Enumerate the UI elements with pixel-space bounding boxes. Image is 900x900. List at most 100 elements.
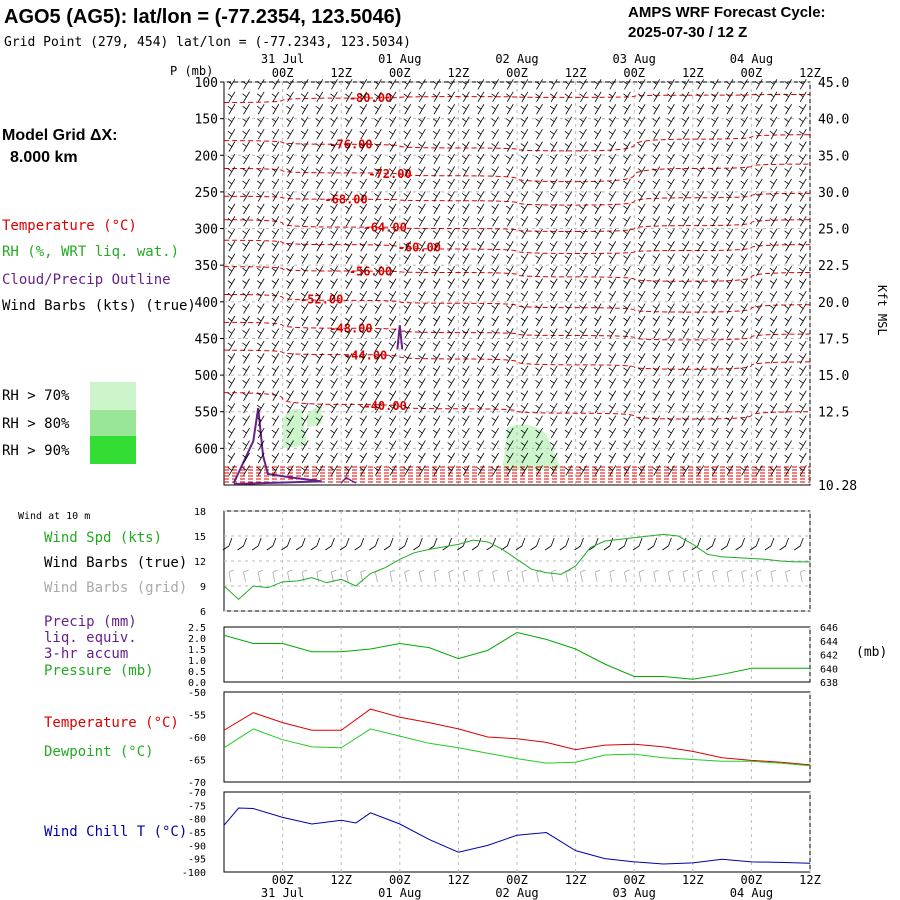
wind-barb: [476, 178, 485, 190]
wind-barb-true: [515, 537, 526, 551]
wind-barb: [711, 415, 719, 426]
wind-barb-grid: [726, 569, 733, 583]
wind-barb: [769, 353, 778, 364]
wind-barb: [535, 465, 543, 476]
wind-barb: [330, 141, 338, 152]
wind-barb: [344, 104, 353, 115]
wind-barb: [755, 340, 763, 352]
wind-barb: [608, 178, 617, 190]
wind-barb: [579, 203, 587, 215]
wind-barb: [447, 228, 455, 240]
pressure-line: [223, 631, 810, 680]
wind-barb-grid: [682, 569, 689, 583]
wind-barb: [432, 415, 441, 426]
wind-barb: [388, 104, 397, 115]
wind-barb: [637, 465, 646, 476]
wind-barb: [652, 315, 661, 327]
wind-barb: [476, 141, 485, 152]
wind-barb: [315, 153, 324, 165]
top-hour-label: 12Z: [565, 66, 587, 80]
wind-barb: [681, 91, 690, 102]
wind-barb: [608, 328, 617, 339]
wind-barb: [388, 365, 397, 377]
bottom-day-label: 02 Aug: [495, 886, 538, 900]
wind-barb: [462, 353, 470, 364]
wind-barb: [505, 440, 514, 451]
legend-dewpoint: Dewpoint (°C): [44, 744, 154, 760]
wind-barb-true: [413, 537, 423, 551]
wind-barb: [711, 241, 719, 252]
wind-barb: [681, 328, 690, 339]
wind-barb: [769, 79, 778, 90]
legend-precip: Precip (mm): [44, 614, 137, 630]
height-tick-label: 30.0: [818, 186, 849, 201]
wind-barb: [608, 452, 617, 464]
wind-barb: [432, 128, 441, 140]
wind-barb: [725, 278, 734, 289]
wind-barb-grid: [374, 569, 381, 583]
wind-barb: [784, 216, 792, 227]
wind-barb: [462, 465, 470, 476]
wind-barb: [652, 390, 661, 401]
wind-barb-grid: [492, 569, 498, 583]
wind-barb: [681, 141, 690, 152]
wind-barb: [286, 303, 294, 314]
wind-barb: [330, 278, 338, 289]
bottom-hour-label: 12Z: [565, 873, 587, 887]
wind-barb: [520, 116, 529, 127]
wind-barb: [403, 153, 412, 165]
wind-barb: [242, 203, 250, 215]
wind-barb-true: [750, 537, 760, 551]
isotherm-label: -52.00: [300, 292, 343, 306]
wind-barb: [344, 116, 353, 127]
wind-barb: [608, 141, 617, 152]
wind-barb: [418, 216, 426, 227]
wind-barb: [520, 427, 529, 439]
wind-barb: [462, 216, 470, 227]
wind-barb: [359, 216, 368, 227]
wind-barb: [798, 216, 807, 227]
wind-barb: [359, 116, 368, 127]
wind-barb: [344, 166, 353, 177]
wind-barb: [637, 128, 646, 140]
wind-barb: [623, 452, 631, 464]
wind-barb: [623, 365, 631, 377]
wind-barb: [374, 440, 382, 451]
wind-barb: [256, 228, 265, 240]
chart-subtitle: Grid Point (279, 454) lat/lon = (-77.234…: [4, 35, 411, 50]
wind-barb: [374, 415, 382, 426]
wind-barb: [505, 79, 514, 90]
wind-barb: [711, 166, 719, 177]
wind-barb: [740, 278, 748, 289]
wind-barb: [579, 328, 587, 339]
wind-barb: [271, 340, 280, 352]
wind-barb: [784, 79, 792, 90]
wind-barb: [608, 278, 617, 289]
wind-barb: [359, 365, 368, 377]
wind-barb: [286, 191, 294, 202]
wind-barb: [564, 378, 573, 389]
wind-barb: [520, 203, 529, 215]
value-tick-label: 0.0: [188, 678, 206, 689]
wind-barb: [579, 141, 587, 152]
wind-barb: [667, 378, 675, 389]
wind-barb: [462, 166, 470, 177]
pressure-tick-label: 100: [195, 76, 218, 91]
wind-barb: [520, 290, 529, 302]
wind-barb: [432, 116, 441, 127]
wind-barb: [769, 91, 778, 102]
wind-barb: [740, 128, 748, 140]
wind-barb: [755, 116, 763, 127]
wind-barb: [286, 178, 294, 190]
wind-barb: [418, 128, 426, 140]
wind-barb: [667, 452, 675, 464]
wind-barb: [798, 290, 807, 302]
wind-barb: [505, 340, 514, 352]
wind-barb: [535, 241, 543, 252]
wind-barb: [432, 166, 441, 177]
wind-barb: [608, 465, 617, 476]
wind-barb: [476, 427, 485, 439]
wind-barb: [300, 153, 309, 165]
wind-barb: [418, 452, 426, 464]
wind-barb: [505, 315, 514, 327]
